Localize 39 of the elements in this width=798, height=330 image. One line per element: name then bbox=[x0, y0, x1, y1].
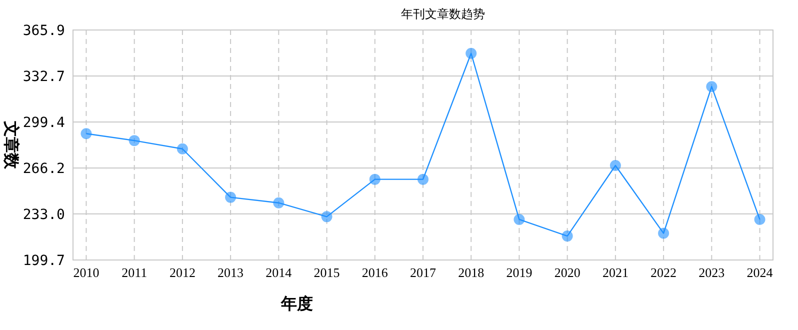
y-tick-label: 233.0 bbox=[22, 206, 65, 223]
y-tick-label: 365.9 bbox=[22, 23, 65, 39]
x-axis-title: 年度 bbox=[280, 294, 313, 313]
point bbox=[80, 128, 92, 140]
point bbox=[706, 81, 718, 92]
x-tick-label: 2014 bbox=[266, 265, 292, 280]
y-tick-label: 199.7 bbox=[22, 253, 65, 269]
point bbox=[418, 174, 428, 185]
point bbox=[658, 228, 670, 239]
x-tick-label: 2010 bbox=[73, 265, 100, 280]
point bbox=[273, 197, 284, 208]
point bbox=[369, 174, 380, 185]
y-tick-label: 299.4 bbox=[22, 115, 65, 132]
point bbox=[514, 214, 525, 225]
point bbox=[610, 160, 621, 171]
point bbox=[466, 48, 477, 59]
point bbox=[321, 211, 332, 222]
x-tick-label: 2011 bbox=[122, 265, 148, 280]
y-axis-title: 文章数 bbox=[2, 120, 21, 170]
point bbox=[754, 214, 766, 225]
x-tick-label: 2019 bbox=[506, 265, 532, 280]
x-tick-label: 2015 bbox=[314, 265, 340, 280]
x-tick-label: 2020 bbox=[554, 265, 580, 280]
chart-title: 年刊文章数趋势 bbox=[401, 7, 485, 21]
point bbox=[176, 143, 188, 154]
point bbox=[225, 192, 236, 203]
point bbox=[128, 135, 140, 146]
x-tick-label: 2023 bbox=[698, 265, 725, 280]
y-tick-label: 266.2 bbox=[22, 160, 65, 177]
point bbox=[562, 230, 573, 242]
x-tick-label: 2012 bbox=[169, 265, 196, 280]
x-tick-label: 2016 bbox=[362, 265, 388, 280]
x-tick-label: 2017 bbox=[410, 265, 436, 280]
x-tick-label: 2013 bbox=[218, 265, 244, 280]
x-tick-label: 2024 bbox=[746, 265, 774, 280]
x-tick-label: 2022 bbox=[650, 265, 677, 280]
x-tick-label: 2021 bbox=[602, 265, 628, 280]
x-tick-label: 2018 bbox=[458, 265, 484, 280]
y-tick-label: 332.7 bbox=[22, 68, 65, 85]
